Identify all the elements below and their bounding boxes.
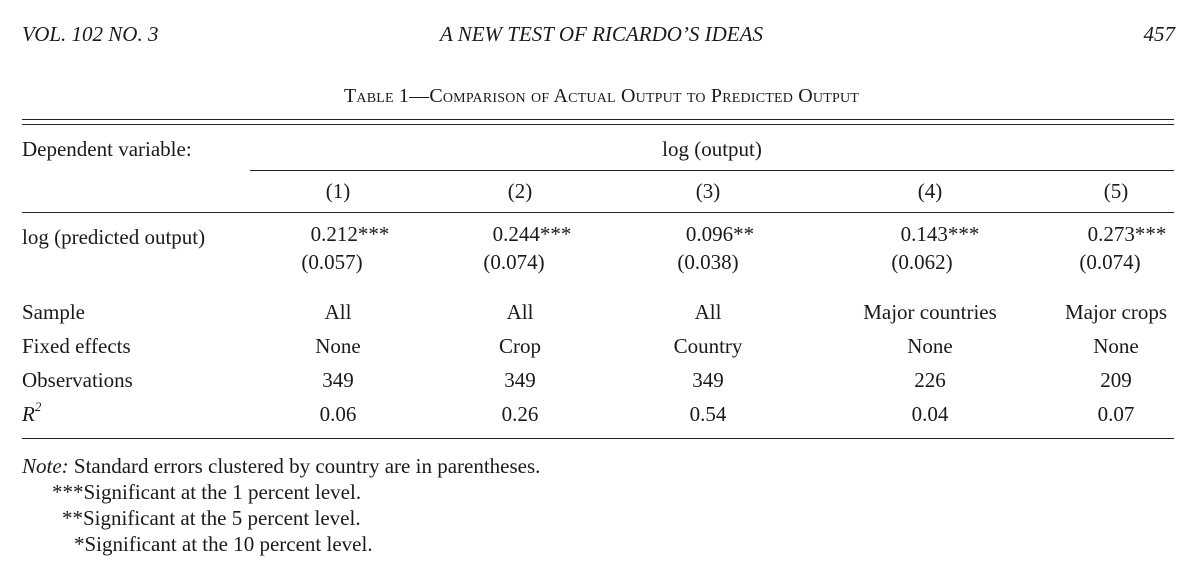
table-bottom-rule <box>22 438 1174 439</box>
se-4: (0.062) <box>891 250 953 274</box>
header-rule <box>22 212 1174 213</box>
row-label-sample: Sample <box>22 300 85 324</box>
page-number: 457 <box>1143 22 1176 46</box>
table-top-rule-2 <box>22 124 1174 125</box>
fe-3: Country <box>673 334 743 358</box>
coef-2: 0.244*** <box>492 222 572 246</box>
sig-note-1pct: ***Significant at the 1 percent level. <box>52 479 361 505</box>
obs-1: 349 <box>322 368 354 392</box>
se-5: (0.074) <box>1079 250 1141 274</box>
coef-1: 0.212*** <box>310 222 390 246</box>
dep-var-label: Dependent variable: <box>22 137 192 161</box>
sample-2: All <box>506 300 534 324</box>
coef-5: 0.273*** <box>1087 222 1167 246</box>
se-3: (0.038) <box>677 250 739 274</box>
row-label-predicted-output: log (predicted output) <box>22 225 206 249</box>
sig-stars-10pct: * <box>74 532 85 556</box>
r-squared-exponent: 2 <box>34 399 42 414</box>
col-header-5: (5) <box>1103 179 1129 203</box>
running-head-volume: VOL. 102 NO. 3 <box>22 22 159 46</box>
table-top-rule-1 <box>22 119 1174 120</box>
r-squared-letter: R <box>22 402 35 426</box>
sig-note-10pct: *Significant at the 10 percent level. <box>74 531 373 557</box>
fe-4: None <box>907 334 953 358</box>
r2-1: 0.06 <box>319 402 357 426</box>
r2-2: 0.26 <box>501 402 539 426</box>
col-header-4: (4) <box>917 179 943 203</box>
sig-text-1pct: Significant at the 1 percent level. <box>83 480 362 504</box>
sample-4: Major countries <box>863 300 997 324</box>
note-lead: Note: <box>22 454 69 478</box>
table-note: Note: Standard errors clustered by count… <box>22 453 540 479</box>
se-2: (0.074) <box>483 250 545 274</box>
obs-5: 209 <box>1100 368 1132 392</box>
sig-stars-5pct: ** <box>62 506 83 530</box>
sample-5: Major crops <box>1064 300 1168 324</box>
fe-2: Crop <box>499 334 541 358</box>
sig-text-5pct: Significant at the 5 percent level. <box>83 506 361 530</box>
sample-1: All <box>324 300 352 324</box>
sig-note-5pct: **Significant at the 5 percent level. <box>62 505 361 531</box>
coef-3: 0.096** <box>685 222 755 246</box>
obs-2: 349 <box>504 368 536 392</box>
col-header-2: (2) <box>507 179 533 203</box>
sig-text-10pct: Significant at the 10 percent level. <box>84 532 373 556</box>
obs-4: 226 <box>914 368 946 392</box>
note-text: Standard errors clustered by country are… <box>68 454 541 478</box>
row-label-observations: Observations <box>22 368 133 392</box>
dep-var-underline <box>250 170 1174 171</box>
dep-var: log (output) <box>662 137 762 161</box>
row-label-fixed-effects: Fixed effects <box>22 334 131 358</box>
r2-4: 0.04 <box>911 402 949 426</box>
sig-stars-1pct: *** <box>52 480 84 504</box>
coef-4: 0.143*** <box>900 222 980 246</box>
r2-3: 0.54 <box>689 402 727 426</box>
sample-3: All <box>694 300 722 324</box>
col-header-3: (3) <box>695 179 721 203</box>
col-header-1: (1) <box>325 179 351 203</box>
obs-3: 349 <box>692 368 724 392</box>
r2-5: 0.07 <box>1097 402 1135 426</box>
fe-5: None <box>1093 334 1139 358</box>
table-caption: Table 1—Comparison of Actual Output to P… <box>343 85 860 107</box>
fe-1: None <box>315 334 361 358</box>
se-1: (0.057) <box>301 250 363 274</box>
running-head-title: A NEW TEST OF RICARDO’S IDEAS <box>440 22 763 46</box>
row-label-r-squared: R2 <box>22 399 42 427</box>
